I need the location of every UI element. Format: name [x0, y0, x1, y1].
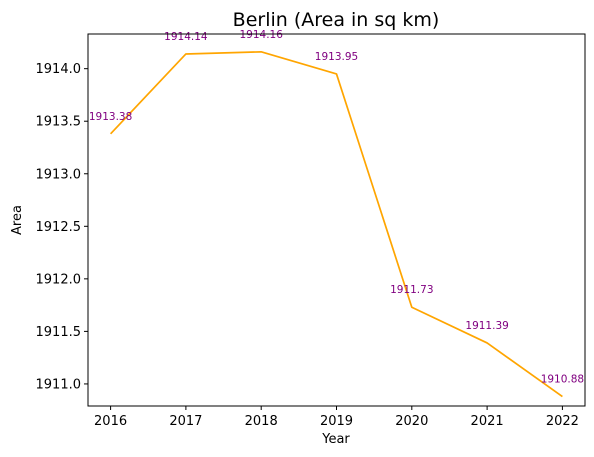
x-axis-label: Year: [321, 432, 350, 447]
x-tick-label: 2018: [245, 414, 278, 429]
y-tick-label: 1911.0: [36, 377, 82, 392]
series-line: [109, 51, 563, 398]
chart-title: Berlin (Area in sq km): [233, 9, 440, 31]
plot-area: 1911.0 1911.5 1912.0 1912.5 1913.0 1913.5 1914…: [36, 29, 585, 429]
data-label: 1914.16: [239, 29, 283, 41]
data-label: 1910.88: [541, 374, 584, 386]
x-tick-label: 2019: [320, 414, 353, 429]
x-tick-label: 2016: [94, 414, 127, 429]
y-tick-label: 1911.5: [36, 325, 82, 340]
x-tick-label: 2022: [546, 414, 579, 429]
y-tick-label: 1913.5: [36, 115, 82, 130]
data-label: 1914.14: [164, 31, 208, 43]
y-tick-label: 1914.0: [36, 62, 82, 77]
y-tick-label: 1913.0: [36, 167, 82, 182]
y-axis-label: Area: [10, 205, 25, 235]
data-label: 1913.95: [315, 51, 358, 63]
x-tick-label: 2017: [169, 414, 202, 429]
y-tick-label: 1912.5: [36, 220, 82, 235]
data-label: 1911.73: [390, 284, 433, 296]
x-tick-label: 2020: [395, 414, 428, 429]
plot-frame: [87, 33, 586, 407]
data-label: 1911.39: [465, 320, 508, 332]
y-tick-label: 1912.0: [36, 272, 82, 287]
x-tick-label: 2021: [471, 414, 504, 429]
data-label: 1913.38: [89, 111, 132, 123]
